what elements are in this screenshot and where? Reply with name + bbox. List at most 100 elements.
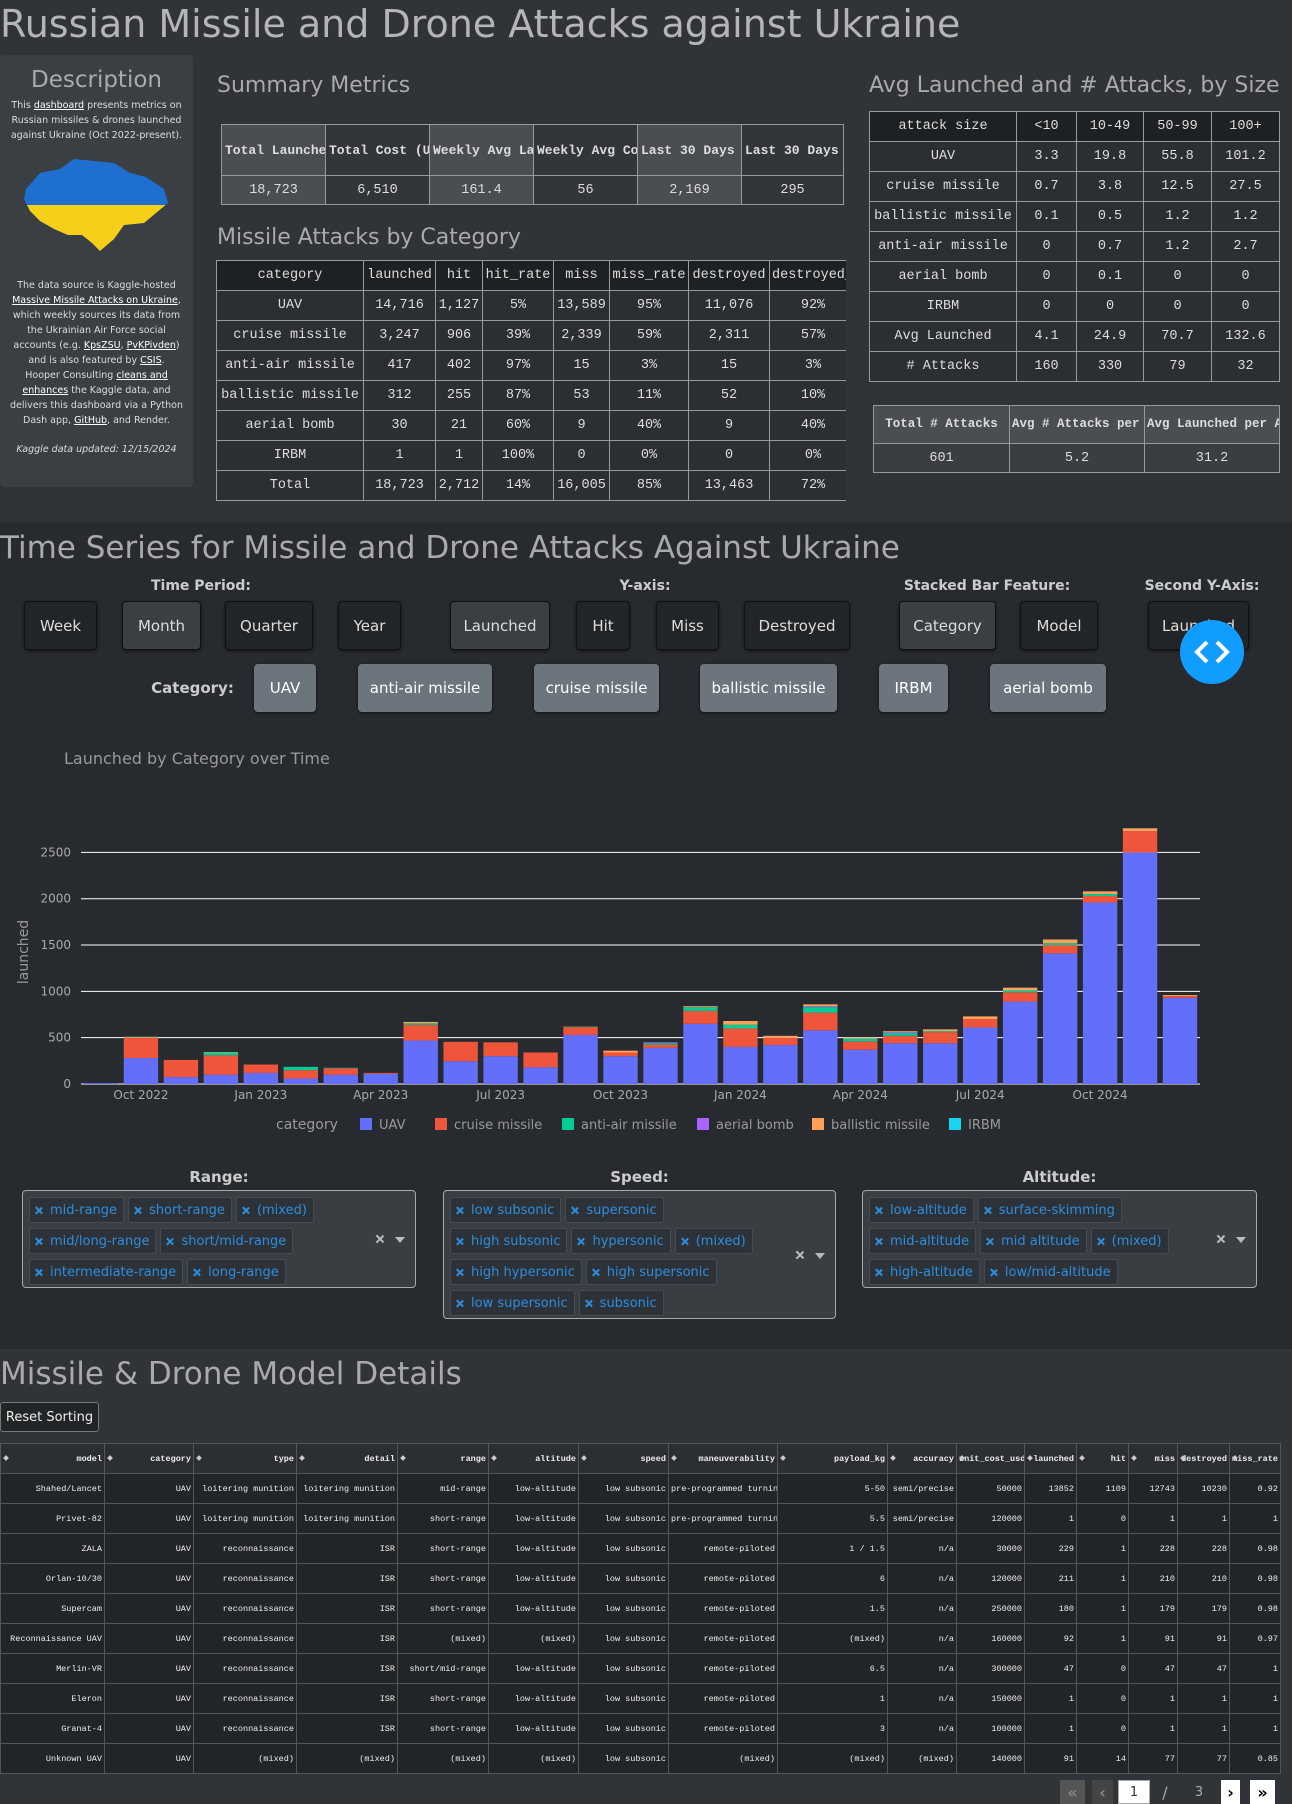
filter-tag[interactable]: high-altitude — [869, 1259, 980, 1285]
remove-icon[interactable] — [165, 1237, 174, 1246]
caret-icon[interactable] — [815, 1252, 825, 1259]
filter-tag[interactable]: intermediate-range — [29, 1259, 184, 1285]
remove-icon[interactable] — [680, 1237, 689, 1246]
filter-tag[interactable]: (mixed) — [1090, 1228, 1169, 1254]
filter-tag[interactable]: high supersonic — [585, 1259, 717, 1285]
filter-tag[interactable]: mid-altitude — [869, 1228, 977, 1254]
remove-icon[interactable] — [570, 1206, 579, 1215]
link[interactable]: dashboard — [33, 100, 85, 111]
table-cell: short-range — [397, 1593, 489, 1624]
remove-icon[interactable] — [874, 1206, 883, 1215]
option-button[interactable]: Miss — [656, 601, 719, 650]
toggle-icon[interactable] — [1180, 620, 1244, 684]
remove-icon[interactable] — [455, 1299, 464, 1308]
caret-icon[interactable] — [1236, 1237, 1246, 1243]
remove-icon[interactable] — [455, 1206, 464, 1215]
remove-icon[interactable] — [34, 1206, 43, 1215]
option-button[interactable]: Launched — [450, 601, 550, 650]
category-button[interactable]: IRBM — [879, 664, 948, 712]
link[interactable]: PvKPivden — [126, 340, 176, 351]
link[interactable]: CSIS — [140, 355, 162, 366]
filter-tag[interactable]: supersonic — [565, 1197, 664, 1223]
filter-tag[interactable]: low supersonic — [450, 1290, 575, 1316]
clear-icon[interactable] — [375, 1234, 385, 1244]
remove-icon[interactable] — [874, 1237, 883, 1246]
filter-tag[interactable]: low/mid-altitude — [983, 1259, 1118, 1285]
filter-tag[interactable]: low-altitude — [869, 1197, 974, 1223]
table-cell: 1 — [1177, 1713, 1230, 1744]
filter-tag[interactable]: surface-skimming — [977, 1197, 1122, 1223]
option-button[interactable]: Model — [1020, 601, 1098, 650]
option-button[interactable]: Category — [899, 601, 996, 650]
prev-page-button[interactable]: ‹ — [1092, 1780, 1113, 1804]
table-cell: 0.7 — [1076, 231, 1144, 262]
header-cell: miss — [1128, 1443, 1178, 1474]
clear-icon[interactable] — [1216, 1234, 1226, 1244]
filter-tag[interactable]: long-range — [187, 1259, 286, 1285]
remove-icon[interactable] — [985, 1237, 994, 1246]
table-cell: 47 — [1024, 1653, 1077, 1684]
category-button[interactable]: aerial bomb — [990, 664, 1106, 712]
filter-dropdown[interactable]: low-altitude surface-skimming mid-altitude… — [862, 1190, 1257, 1288]
filter-dropdown[interactable]: mid-range short-range (mixed) mid/long-rang… — [22, 1190, 416, 1288]
filter-tag[interactable]: mid-range — [29, 1197, 125, 1223]
remove-icon[interactable] — [133, 1206, 142, 1215]
option-button[interactable]: Week — [24, 601, 97, 650]
remove-icon[interactable] — [34, 1237, 43, 1246]
remove-icon[interactable] — [591, 1268, 600, 1277]
remove-icon[interactable] — [983, 1206, 992, 1215]
filter-tag[interactable]: (mixed) — [235, 1197, 314, 1223]
filter-tag[interactable]: low subsonic — [450, 1197, 562, 1223]
filter-tag[interactable]: (mixed) — [674, 1228, 753, 1254]
reset-sorting-button[interactable]: Reset Sorting — [0, 1402, 99, 1432]
filter-tag[interactable]: mid altitude — [980, 1228, 1087, 1254]
filter-tag[interactable]: high subsonic — [450, 1228, 568, 1254]
remove-icon[interactable] — [241, 1206, 250, 1215]
table-cell: 120000 — [956, 1503, 1025, 1534]
option-button[interactable]: Month — [122, 601, 201, 650]
link[interactable]: Massive Missile Attacks on Ukraine — [12, 295, 178, 306]
table-cell: 1 / 1.5 — [777, 1533, 888, 1564]
caret-icon[interactable] — [395, 1237, 405, 1243]
category-button[interactable]: ballistic missile — [700, 664, 837, 712]
header-cell: miss_rate — [609, 260, 689, 291]
last-page-button[interactable]: » — [1250, 1780, 1275, 1804]
page-input[interactable]: 1 — [1118, 1780, 1150, 1804]
table-cell: 229 — [1024, 1533, 1077, 1564]
option-button[interactable]: Destroyed — [744, 601, 850, 650]
table-cell: 5.5 — [777, 1503, 888, 1534]
first-page-button[interactable]: « — [1060, 1780, 1085, 1804]
link[interactable]: GitHub — [74, 415, 108, 426]
option-button[interactable]: Quarter — [225, 601, 313, 650]
remove-icon[interactable] — [34, 1268, 43, 1277]
option-button[interactable]: Year — [338, 601, 401, 650]
filter-tag[interactable]: hypersonic — [571, 1228, 671, 1254]
table-cell: 100% — [482, 440, 554, 471]
link[interactable]: cleans and enhances — [22, 370, 168, 396]
header-cell: Total Launched — [221, 124, 326, 176]
filter-dropdown[interactable]: low subsonic supersonic high subsonic hyper… — [443, 1190, 836, 1319]
filter-tag[interactable]: mid/long-range — [29, 1228, 157, 1254]
remove-icon[interactable] — [989, 1268, 998, 1277]
table-cell: (mixed) — [887, 1743, 957, 1774]
remove-icon[interactable] — [576, 1237, 585, 1246]
category-button[interactable]: cruise missile — [534, 664, 659, 712]
remove-icon[interactable] — [455, 1268, 464, 1277]
remove-icon[interactable] — [584, 1299, 593, 1308]
remove-icon[interactable] — [455, 1237, 464, 1246]
next-page-button[interactable]: › — [1221, 1780, 1240, 1804]
option-button[interactable]: Hit — [576, 601, 630, 650]
remove-icon[interactable] — [874, 1268, 883, 1277]
filter-tag[interactable]: high hypersonic — [450, 1259, 582, 1285]
clear-icon[interactable] — [795, 1250, 805, 1260]
filter-tag[interactable]: short-range — [128, 1197, 232, 1223]
filter-tag[interactable]: short/mid-range — [160, 1228, 294, 1254]
filter-tag[interactable]: subsonic — [578, 1290, 664, 1316]
remove-icon[interactable] — [1096, 1237, 1105, 1246]
link[interactable]: KpsZSU — [83, 340, 121, 351]
category-button[interactable]: anti-air missile — [358, 664, 492, 712]
category-button[interactable]: UAV — [254, 664, 316, 712]
header-cell: accuracy — [887, 1443, 957, 1474]
remove-icon[interactable] — [192, 1268, 201, 1277]
table-cell: 72% — [769, 470, 846, 501]
